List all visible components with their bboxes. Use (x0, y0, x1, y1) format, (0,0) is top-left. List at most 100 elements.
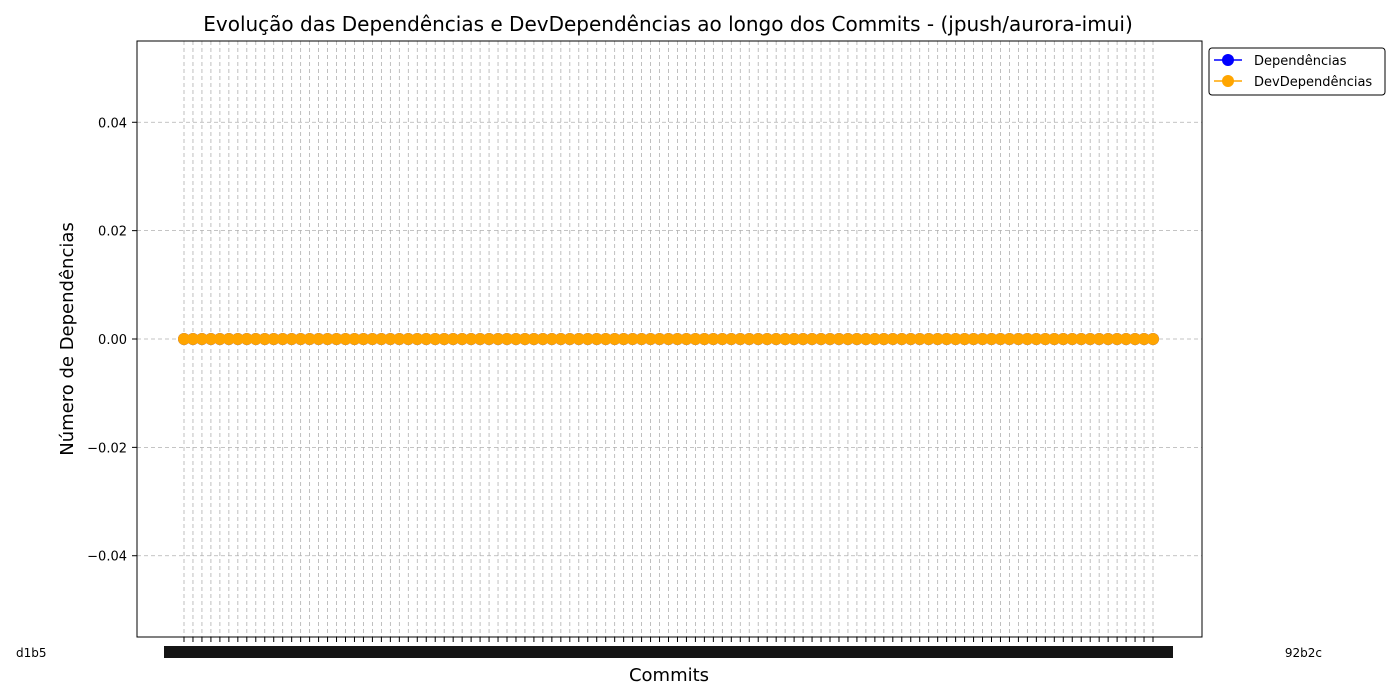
data-point (1075, 333, 1088, 345)
data-point (348, 333, 361, 345)
data-point (384, 333, 397, 345)
y-tick-label: 0.02 (98, 225, 127, 240)
data-point (832, 333, 845, 345)
data-point (554, 333, 567, 345)
data-point (572, 333, 585, 345)
y-tick-label: 0.04 (98, 116, 127, 131)
data-point (483, 333, 496, 345)
data-point (797, 333, 810, 345)
data-point (527, 333, 540, 345)
data-point (662, 333, 675, 345)
data-point (456, 333, 469, 345)
data-point (985, 333, 998, 345)
data-point (1093, 333, 1106, 345)
data-point (1120, 333, 1133, 345)
y-tick-label: −0.04 (87, 550, 127, 565)
x-axis-label: Commits (629, 665, 709, 686)
data-point (1111, 333, 1124, 345)
data-point (689, 333, 702, 345)
legend-label-dependencias: Dependências (1254, 54, 1347, 69)
data-point (321, 333, 334, 345)
data-point (859, 333, 872, 345)
data-point (590, 333, 603, 345)
data-point (644, 333, 657, 345)
data-point (841, 333, 854, 345)
data-point (868, 333, 881, 345)
chart-title: Evolução das Dependências e DevDependênc… (203, 12, 1133, 36)
x-tick-label-first: d1b5 (16, 646, 47, 660)
data-point (375, 333, 388, 345)
data-point (886, 333, 899, 345)
data-point (1138, 333, 1151, 345)
data-point (1084, 333, 1097, 345)
data-point (617, 333, 630, 345)
data-point (958, 333, 971, 345)
data-point (429, 333, 442, 345)
data-point (447, 333, 460, 345)
data-point (1129, 333, 1142, 345)
data-point (438, 333, 451, 345)
data-point (204, 333, 217, 345)
y-tick-label: 0.00 (98, 333, 127, 348)
data-point (716, 333, 729, 345)
data-point (312, 333, 325, 345)
data-point (815, 333, 828, 345)
data-point (707, 333, 720, 345)
data-point (545, 333, 558, 345)
data-point (518, 333, 531, 345)
data-point (1012, 333, 1025, 345)
data-point (743, 333, 756, 345)
data-point (967, 333, 980, 345)
data-point (213, 333, 226, 345)
data-point (294, 333, 307, 345)
data-point (186, 333, 199, 345)
data-point (563, 333, 576, 345)
data-point (509, 333, 522, 345)
legend-label-devdependencias: DevDependências (1254, 75, 1372, 90)
data-point (1102, 333, 1115, 345)
data-point (752, 333, 765, 345)
data-point (1030, 333, 1043, 345)
data-point (357, 333, 370, 345)
data-point (671, 333, 684, 345)
data-point (940, 333, 953, 345)
data-point (1147, 333, 1159, 345)
data-point (635, 333, 648, 345)
data-point (734, 333, 747, 345)
data-point (922, 333, 935, 345)
data-point (931, 333, 944, 345)
data-point (877, 333, 890, 345)
x-tick-labels-overlap (164, 646, 1173, 658)
y-tick-label: −0.02 (87, 441, 127, 456)
data-point (599, 333, 612, 345)
data-point (366, 333, 379, 345)
legend: Dependências DevDependências (1208, 47, 1386, 96)
data-point (178, 333, 190, 345)
data-point (285, 333, 298, 345)
data-point (240, 333, 253, 345)
data-point (994, 333, 1007, 345)
data-point (249, 333, 262, 345)
data-point (402, 333, 415, 345)
data-point (581, 333, 594, 345)
data-point (626, 333, 639, 345)
data-point (420, 333, 433, 345)
data-point (698, 333, 711, 345)
data-point (1021, 333, 1034, 345)
data-point (393, 333, 406, 345)
data-point (806, 333, 819, 345)
data-point (653, 333, 666, 345)
data-point (1003, 333, 1016, 345)
y-axis-label: Número de Dependências (57, 222, 78, 456)
x-tick-label-last: 92b2c (1285, 646, 1322, 660)
data-point (276, 333, 289, 345)
data-point (770, 333, 783, 345)
series-devdependencias (178, 333, 1159, 345)
data-point (608, 333, 621, 345)
data-point (195, 333, 208, 345)
data-point (474, 333, 487, 345)
data-point (465, 333, 478, 345)
legend-marker-devdependencias (1222, 75, 1234, 87)
data-point (1057, 333, 1070, 345)
